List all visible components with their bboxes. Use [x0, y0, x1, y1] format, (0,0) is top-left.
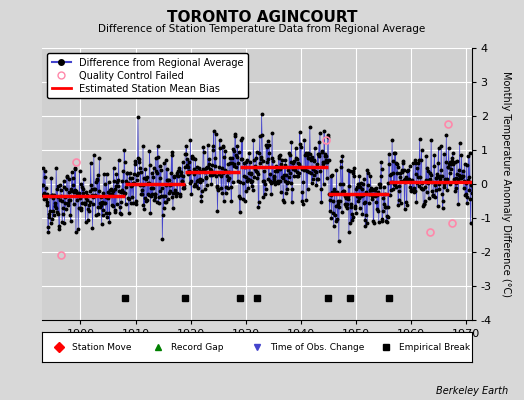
Legend: Difference from Regional Average, Quality Control Failed, Estimated Station Mean: Difference from Regional Average, Qualit… — [47, 53, 248, 98]
Text: Record Gap: Record Gap — [171, 342, 223, 352]
Text: Time of Obs. Change: Time of Obs. Change — [270, 342, 364, 352]
Text: Berkeley Earth: Berkeley Earth — [436, 386, 508, 396]
Y-axis label: Monthly Temperature Anomaly Difference (°C): Monthly Temperature Anomaly Difference (… — [501, 71, 511, 297]
Text: Empirical Break: Empirical Break — [399, 342, 470, 352]
Text: TORONTO AGINCOURT: TORONTO AGINCOURT — [167, 10, 357, 25]
Text: Station Move: Station Move — [72, 342, 132, 352]
Text: Difference of Station Temperature Data from Regional Average: Difference of Station Temperature Data f… — [99, 24, 425, 34]
